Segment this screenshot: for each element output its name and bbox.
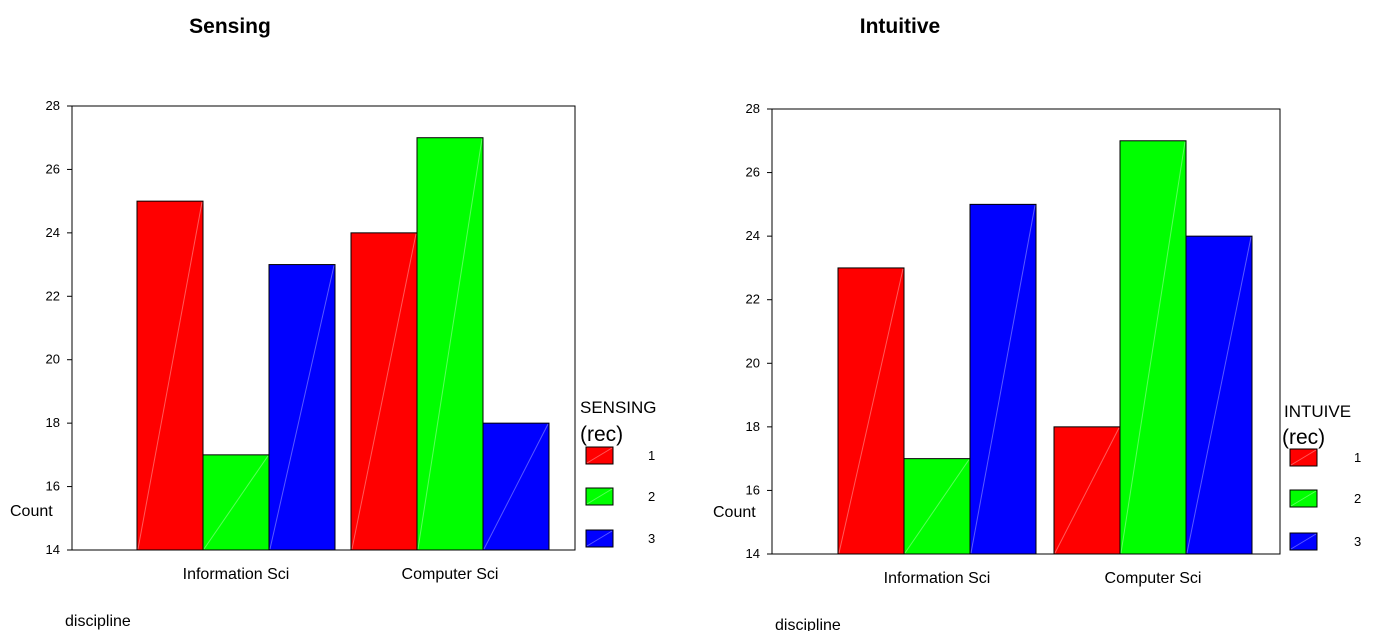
legend-swatch-hatch <box>586 488 613 505</box>
chart-title: Sensing <box>189 15 271 38</box>
y-tick-label: 18 <box>46 415 60 430</box>
bar-series-3-information-sci <box>268 264 336 551</box>
y-tick-label: 26 <box>46 161 60 176</box>
bar-series-1-information-sci <box>136 200 204 551</box>
legend-swatch-hatch <box>586 530 613 547</box>
legend-swatch-2 <box>585 487 614 506</box>
legend-label-2: 2 <box>1354 491 1361 506</box>
legend-swatch-3 <box>585 529 614 548</box>
y-tick-label: 24 <box>746 228 760 243</box>
y-tick-label: 16 <box>746 482 760 497</box>
y-tick-label: 14 <box>746 546 760 561</box>
bar-hatch-line <box>483 423 549 550</box>
category-label: Computer Sci <box>1105 570 1202 587</box>
legend-label-3: 3 <box>648 531 655 546</box>
y-tick-label: 14 <box>46 542 60 557</box>
bar-hatch-line <box>1186 237 1252 554</box>
bar-series-2-computer-sci <box>416 137 484 551</box>
y-tick-label: 24 <box>46 225 60 240</box>
legend-swatch-hatch <box>1290 533 1317 550</box>
y-tick-label: 22 <box>46 288 60 303</box>
x-axis-label: discipline <box>65 613 131 630</box>
category-label: Computer Sci <box>402 566 499 583</box>
legend-title: INTUIVE <box>1284 402 1351 421</box>
bar-hatch-line <box>137 202 203 550</box>
x-axis-label: discipline <box>775 617 841 631</box>
legend-label-2: 2 <box>648 489 655 504</box>
bar-series-1-computer-sci <box>1053 426 1121 555</box>
y-tick-label: 28 <box>746 101 760 116</box>
y-tick-label: 16 <box>46 479 60 494</box>
bar-hatch-line <box>417 138 483 550</box>
legend-title-rec: (rec) <box>1282 426 1325 449</box>
bar-series-2-information-sci <box>903 458 971 555</box>
sensing-chart: Sensing discipline Count SENSING (rec) 1… <box>10 15 657 630</box>
bar-series-3-computer-sci <box>482 422 550 551</box>
legend-swatch-hatch <box>1290 490 1317 507</box>
bar-hatch-line <box>970 205 1036 554</box>
legend-swatch-1 <box>585 446 614 465</box>
legend-label-1: 1 <box>1354 450 1361 465</box>
bar-hatch-line <box>1054 427 1120 554</box>
bar-hatch-line <box>904 459 970 554</box>
legend-swatch-hatch <box>586 447 613 464</box>
bar-hatch-line <box>838 268 904 554</box>
bar-hatch-line <box>269 265 335 550</box>
legend-swatch-2 <box>1289 489 1318 508</box>
bar-hatch-line <box>351 233 417 550</box>
y-tick-label: 20 <box>746 355 760 370</box>
y-tick-label: 26 <box>746 165 760 180</box>
y-axis-label: Count <box>10 503 53 520</box>
bar-hatch-line <box>1120 141 1186 554</box>
y-tick-label: 20 <box>46 352 60 367</box>
legend-label-3: 3 <box>1354 534 1361 549</box>
category-label: Information Sci <box>884 570 991 587</box>
bar-series-3-information-sci <box>969 203 1037 555</box>
bar-series-3-computer-sci <box>1185 235 1253 555</box>
bar-hatch-line <box>203 455 269 550</box>
legend-swatch-hatch <box>1290 449 1317 466</box>
y-tick-label: 28 <box>46 98 60 113</box>
category-label: Information Sci <box>183 566 290 583</box>
legend-title-rec: (rec) <box>580 423 623 446</box>
legend-title: SENSING <box>580 398 657 417</box>
legend-swatch-1 <box>1289 448 1318 467</box>
y-axis-label: Count <box>713 504 756 521</box>
chart-title: Intuitive <box>860 15 941 38</box>
legend-swatch-3 <box>1289 532 1318 551</box>
intuitive-chart: Intuitive discipline Count INTUIVE (rec)… <box>713 15 1361 631</box>
bar-series-1-information-sci <box>837 267 905 555</box>
y-tick-label: 18 <box>746 419 760 434</box>
legend-label-1: 1 <box>648 448 655 463</box>
y-tick-label: 22 <box>746 292 760 307</box>
